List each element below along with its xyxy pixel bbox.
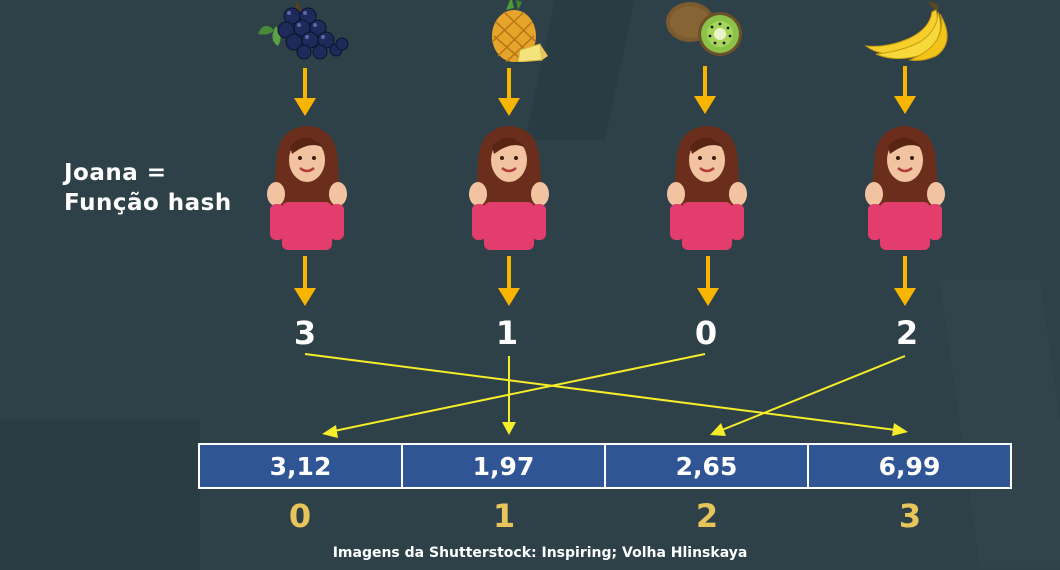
down-arrow: [294, 68, 316, 116]
mapping-arrow: [502, 356, 516, 435]
image-credit: Imagens da Shutterstock: Inspiring; Volh…: [332, 545, 748, 561]
down-arrow: [498, 68, 520, 116]
down-arrow: [294, 256, 316, 306]
hash-value: 3: [293, 314, 317, 352]
array-table: 3,12 1,97 2,65 6,99: [198, 443, 1012, 489]
joana-avatar: [667, 126, 747, 250]
hash-function-label: Função hash: [64, 190, 232, 216]
joana-avatar: [267, 126, 347, 250]
mapping-arrow: [710, 355, 906, 436]
bananas-icon: [864, 2, 948, 61]
joana-avatar: [865, 126, 945, 250]
array-index: 0: [288, 497, 312, 535]
array-index: 3: [898, 497, 922, 535]
array-index: 2: [695, 497, 719, 535]
grapes-icon: [258, 1, 349, 60]
down-arrow: [697, 256, 719, 306]
down-arrow: [694, 66, 716, 114]
down-arrow: [894, 66, 916, 114]
kiwi-icon: [666, 2, 742, 56]
down-arrow: [894, 256, 916, 306]
pineapple-icon: [491, 0, 548, 62]
mapping-arrow: [322, 353, 706, 438]
hash-value: 1: [495, 314, 519, 352]
array-cell: 6,99: [809, 445, 1010, 487]
mapping-arrow: [304, 353, 908, 436]
array-cell: 1,97: [403, 445, 606, 487]
background-shape: [0, 420, 200, 570]
hash-value: 0: [694, 314, 718, 352]
hash-function-label: Joana =: [64, 160, 167, 186]
down-arrow: [498, 256, 520, 306]
array-index: 1: [492, 497, 516, 535]
joana-avatar: [469, 126, 549, 250]
array-cell: 2,65: [606, 445, 809, 487]
hash-value: 2: [895, 314, 919, 352]
array-cell: 3,12: [200, 445, 403, 487]
